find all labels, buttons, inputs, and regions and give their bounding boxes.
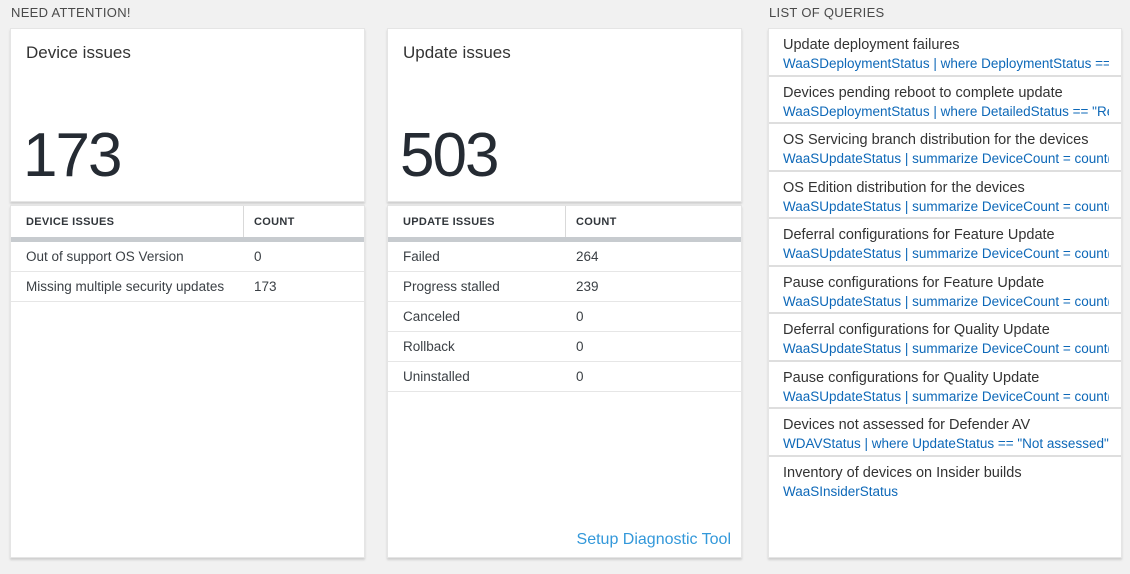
table-row[interactable]: Canceled 0 <box>388 302 741 332</box>
query-text[interactable]: WaaSInsiderStatus <box>783 483 899 499</box>
query-title: Deferral configurations for Quality Upda… <box>783 322 1050 338</box>
spacer-header <box>387 0 742 28</box>
query-list-item[interactable]: Inventory of devices on Insider builds W… <box>769 457 1121 558</box>
query-text[interactable]: WaaSUpdateStatus | summarize DeviceCount… <box>783 388 1109 404</box>
device-issues-tile-title: Device issues <box>26 43 131 62</box>
device-issues-column-header: DEVICE ISSUES <box>26 215 115 228</box>
device-issues-rows: Out of support OS Version 0 Missing mult… <box>11 242 364 302</box>
issue-label: Canceled <box>403 309 461 324</box>
query-title: Devices pending reboot to complete updat… <box>783 84 1063 101</box>
table-row[interactable]: Out of support OS Version 0 <box>11 242 364 272</box>
update-issues-column: Update issues 503 UPDATE ISSUES COUNT Fa… <box>387 0 742 558</box>
issue-count: 239 <box>576 279 599 294</box>
query-list-item[interactable]: OS Servicing branch distribution for the… <box>769 124 1121 172</box>
device-issues-table-header: DEVICE ISSUES COUNT <box>11 206 364 237</box>
issue-label: Uninstalled <box>403 369 470 384</box>
query-list-item[interactable]: Deferral configurations for Quality Upda… <box>769 314 1121 362</box>
issue-count: 264 <box>576 249 599 264</box>
query-title: Pause configurations for Quality Update <box>783 369 1040 386</box>
table-row[interactable]: Uninstalled 0 <box>388 362 741 392</box>
count-column-header: COUNT <box>576 215 617 228</box>
table-row[interactable]: Missing multiple security updates 173 <box>11 272 364 302</box>
query-text[interactable]: WaaSUpdateStatus | summarize DeviceCount… <box>783 198 1109 214</box>
query-list-item[interactable]: Devices pending reboot to complete updat… <box>769 77 1121 124</box>
update-issues-table: UPDATE ISSUES COUNT Failed 264 Progress … <box>387 205 742 558</box>
issue-label: Out of support OS Version <box>26 249 184 264</box>
query-title: Inventory of devices on Insider builds <box>783 464 1022 481</box>
list-of-queries-header: LIST OF QUERIES <box>769 5 885 20</box>
update-issues-tile-title: Update issues <box>403 43 511 62</box>
issue-count: 0 <box>576 369 584 384</box>
query-list-item[interactable]: Deferral configurations for Feature Upda… <box>769 219 1121 267</box>
query-title: Deferral configurations for Feature Upda… <box>783 227 1055 243</box>
device-issues-tile[interactable]: Device issues 173 <box>10 28 365 202</box>
update-issues-total: 503 <box>400 121 499 190</box>
issue-label: Failed <box>403 249 440 264</box>
query-list-item[interactable]: Update deployment failures WaaSDeploymen… <box>769 29 1121 77</box>
query-title: Devices not assessed for Defender AV <box>783 417 1031 433</box>
need-attention-column: NEED ATTENTION! Device issues 173 DEVICE… <box>10 0 365 558</box>
query-text[interactable]: WDAVStatus | where UpdateStatus == "Not … <box>783 436 1109 451</box>
query-title: OS Servicing branch distribution for the… <box>783 132 1089 148</box>
query-text[interactable]: WaaSUpdateStatus | summarize DeviceCount… <box>783 151 1109 166</box>
query-list-item[interactable]: Pause configurations for Feature Update … <box>769 267 1121 314</box>
update-issues-column-header: UPDATE ISSUES <box>403 215 495 228</box>
device-issues-total: 173 <box>23 121 122 190</box>
header-divider-bar <box>388 237 741 242</box>
header-divider-bar <box>11 237 364 242</box>
setup-diagnostic-tool-link[interactable]: Setup Diagnostic Tool <box>576 531 731 548</box>
table-row[interactable]: Progress stalled 239 <box>388 272 741 302</box>
issue-count: 0 <box>576 309 584 324</box>
device-issues-table: DEVICE ISSUES COUNT Out of support OS Ve… <box>10 205 365 558</box>
query-text[interactable]: WaaSUpdateStatus | summarize DeviceCount… <box>783 293 1109 309</box>
need-attention-header: NEED ATTENTION! <box>11 5 131 20</box>
issue-label: Missing multiple security updates <box>26 279 225 294</box>
issue-label: Rollback <box>403 339 455 354</box>
query-list-item[interactable]: Devices not assessed for Defender AV WDA… <box>769 409 1121 457</box>
issue-count: 173 <box>254 279 277 294</box>
queries-column: LIST OF QUERIES Update deployment failur… <box>768 0 1122 558</box>
issue-label: Progress stalled <box>403 279 500 294</box>
query-list-item[interactable]: OS Edition distribution for the devices … <box>769 172 1121 219</box>
query-title: Pause configurations for Feature Update <box>783 274 1045 291</box>
update-issues-rows: Failed 264 Progress stalled 239 Canceled… <box>388 242 741 392</box>
table-row[interactable]: Failed 264 <box>388 242 741 272</box>
count-column-header: COUNT <box>254 215 295 228</box>
issue-count: 0 <box>576 339 584 354</box>
query-text[interactable]: WaaSDeploymentStatus | where DetailedSta… <box>783 103 1109 119</box>
update-issues-tile[interactable]: Update issues 503 <box>387 28 742 202</box>
update-issues-table-header: UPDATE ISSUES COUNT <box>388 206 741 237</box>
issue-count: 0 <box>254 249 262 264</box>
query-text[interactable]: WaaSDeploymentStatus | where DeploymentS… <box>783 56 1109 71</box>
query-list: Update deployment failures WaaSDeploymen… <box>768 28 1122 558</box>
query-list-item[interactable]: Pause configurations for Quality Update … <box>769 362 1121 409</box>
query-title: OS Edition distribution for the devices <box>783 179 1025 196</box>
query-text[interactable]: WaaSUpdateStatus | summarize DeviceCount… <box>783 246 1109 261</box>
table-row[interactable]: Rollback 0 <box>388 332 741 362</box>
query-title: Update deployment failures <box>783 37 960 53</box>
query-text[interactable]: WaaSUpdateStatus | summarize DeviceCount… <box>783 341 1109 356</box>
